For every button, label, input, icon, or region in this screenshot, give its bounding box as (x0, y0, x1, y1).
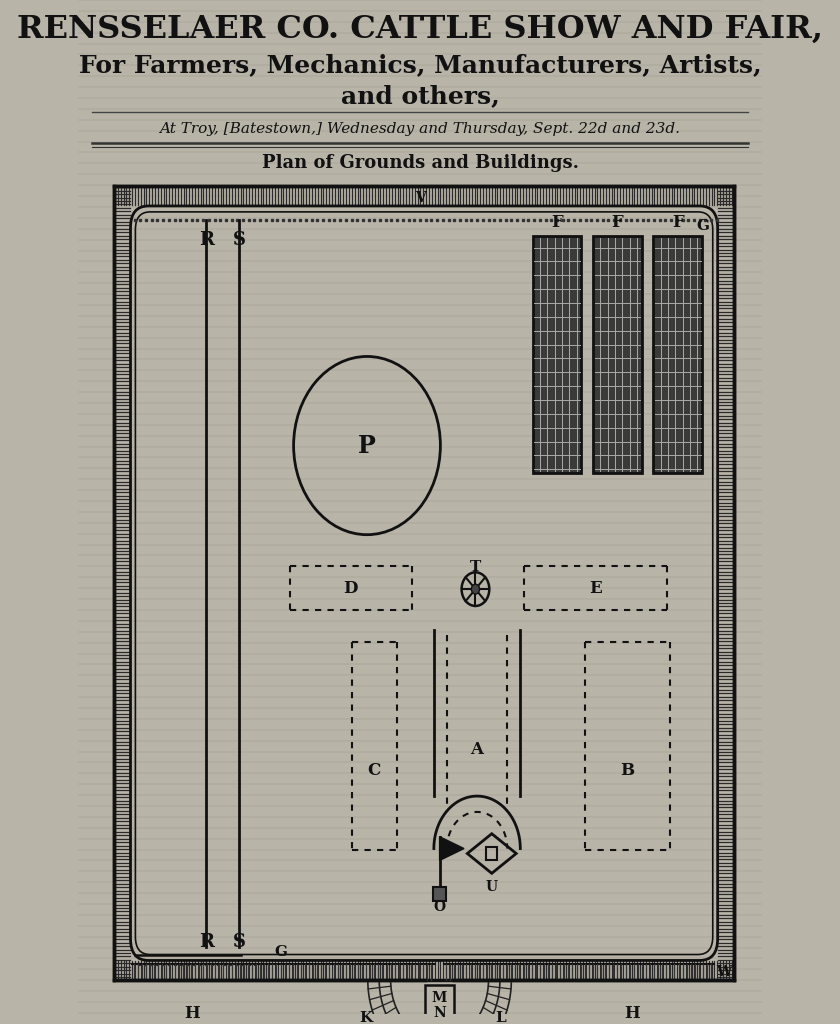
Text: O: O (433, 900, 446, 914)
Polygon shape (439, 837, 464, 860)
Text: E: E (589, 580, 601, 597)
Text: F: F (612, 214, 623, 231)
Text: L: L (496, 1011, 507, 1024)
Text: W: W (717, 966, 732, 979)
Text: K: K (360, 1011, 373, 1024)
Text: S: S (233, 933, 245, 950)
Text: C: C (368, 762, 381, 779)
Text: F: F (672, 214, 684, 231)
Bar (433, 887, 446, 901)
Text: A: A (470, 741, 484, 758)
Bar (486, 847, 497, 860)
Text: Plan of Grounds and Buildings.: Plan of Grounds and Buildings. (261, 155, 579, 172)
Text: G: G (275, 944, 288, 958)
Text: For Farmers, Mechanics, Manufacturers, Artists,: For Farmers, Mechanics, Manufacturers, A… (79, 53, 761, 78)
Text: U: U (486, 881, 498, 894)
Bar (114, 186, 734, 980)
Text: P: P (358, 433, 376, 458)
Text: and others,: and others, (341, 84, 499, 109)
Bar (425, 985, 454, 1023)
Text: H: H (624, 1006, 640, 1022)
Text: D: D (344, 580, 358, 597)
Text: F: F (551, 214, 563, 231)
Text: T: T (470, 560, 481, 574)
Text: N: N (433, 1006, 446, 1020)
Text: G: G (696, 219, 710, 232)
Bar (290, 566, 412, 610)
Text: At Troy, [Batestown,] Wednesday and Thursday, Sept. 22d and 23d.: At Troy, [Batestown,] Wednesday and Thur… (160, 122, 680, 136)
Text: V: V (415, 191, 425, 205)
Bar (533, 236, 581, 473)
Circle shape (471, 585, 480, 594)
Text: H: H (184, 1006, 200, 1022)
Text: S: S (233, 230, 245, 249)
Bar (654, 236, 702, 473)
Text: R: R (199, 230, 214, 249)
Text: B: B (620, 762, 634, 779)
Text: M: M (432, 991, 447, 1006)
Text: RENSSELAER CO. CATTLE SHOW AND FAIR,: RENSSELAER CO. CATTLE SHOW AND FAIR, (17, 14, 823, 45)
Text: R: R (199, 933, 214, 950)
Bar (593, 236, 642, 473)
